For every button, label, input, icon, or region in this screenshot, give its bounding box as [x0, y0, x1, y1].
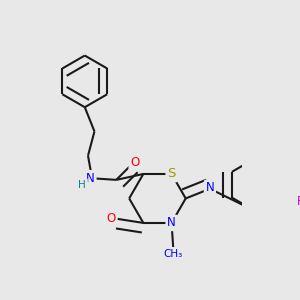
Text: N: N [86, 172, 95, 185]
Text: N: N [206, 182, 214, 194]
Text: F: F [297, 195, 300, 208]
Text: H: H [79, 180, 86, 190]
Text: O: O [130, 156, 140, 170]
Text: O: O [106, 212, 116, 225]
Text: CH₃: CH₃ [164, 249, 183, 259]
Text: S: S [167, 167, 176, 181]
Text: N: N [167, 216, 176, 230]
